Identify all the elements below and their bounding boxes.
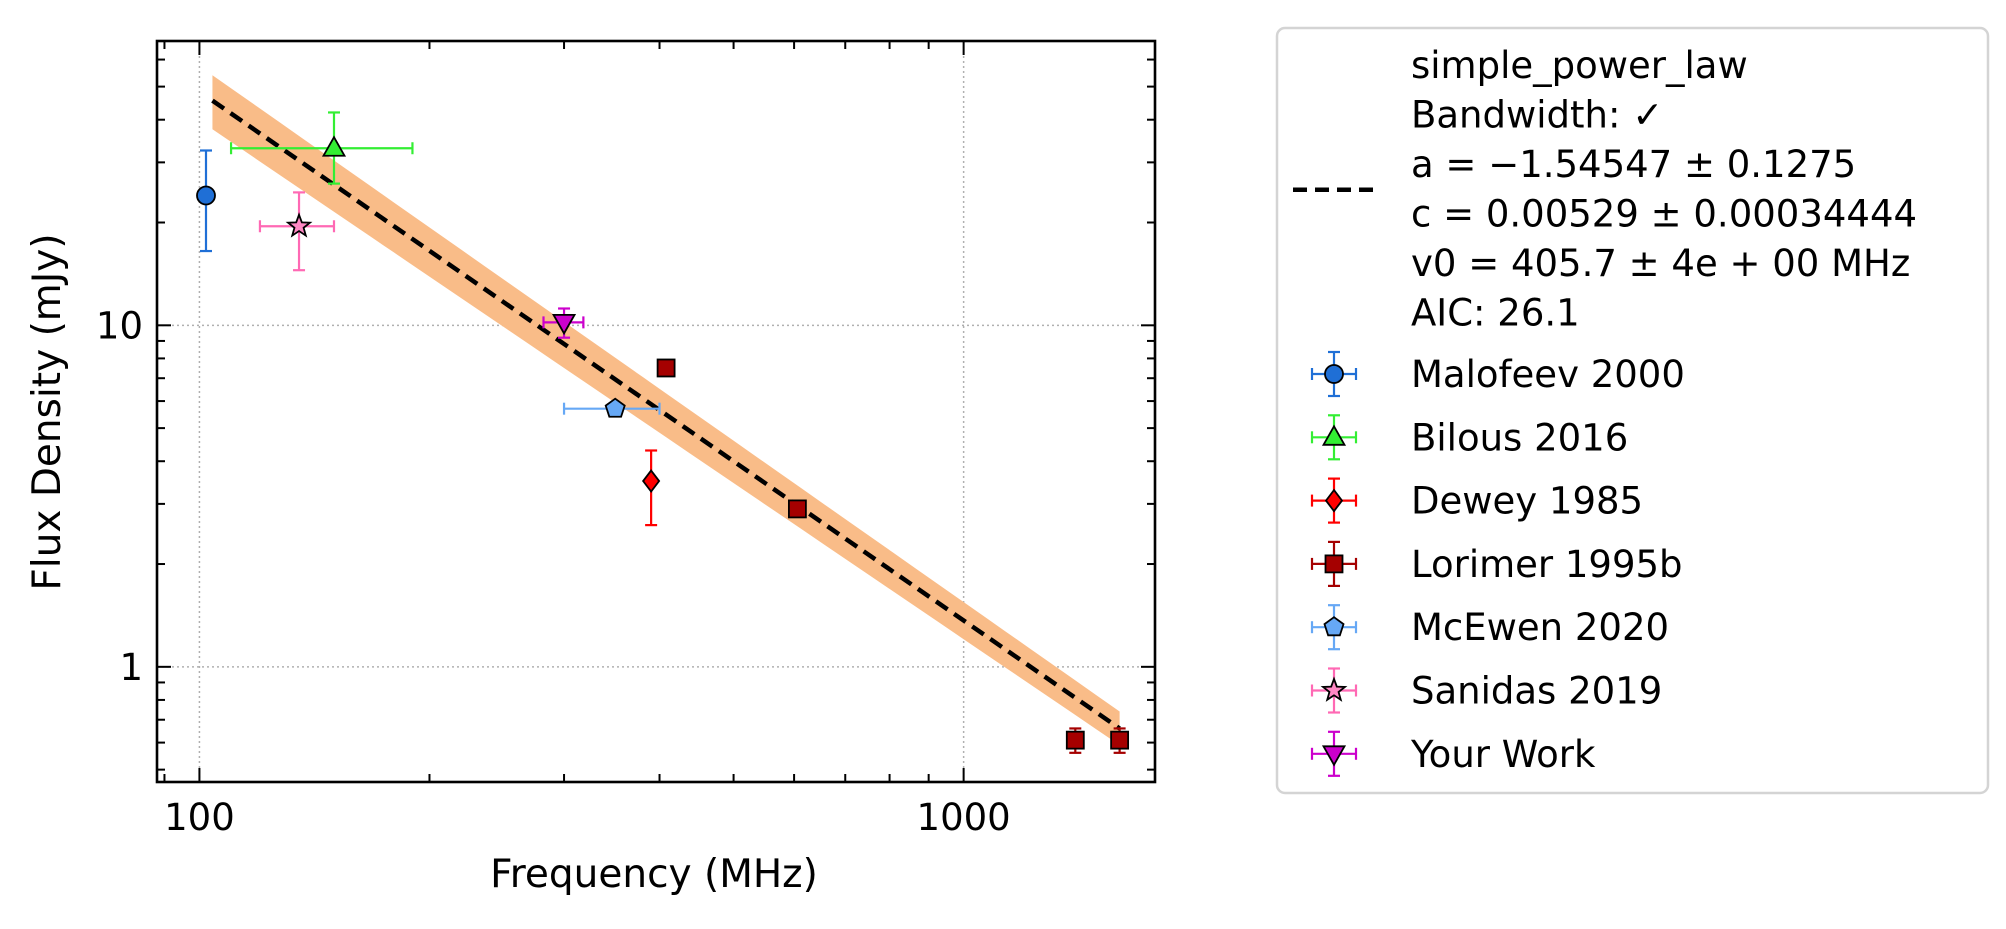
legend-marker — [1321, 424, 1347, 446]
x-tick-label: 1000 — [917, 796, 1011, 839]
legend-entry: Lorimer 1995b — [1310, 540, 1683, 588]
data-point — [321, 135, 347, 157]
legend-label: Lorimer 1995b — [1411, 543, 1683, 586]
fit-line — [211, 98, 1121, 731]
legend-marker — [1324, 364, 1344, 384]
plot-frame — [155, 39, 1157, 784]
series-mcewen-2020 — [562, 397, 661, 418]
legend-fit-label-line: simple_power_law — [1411, 44, 1748, 87]
legend-marker — [1323, 616, 1345, 637]
legend-label: Malofeev 2000 — [1411, 353, 1685, 396]
legend-entry: Dewey 1985 — [1310, 477, 1643, 524]
legend-label: Bilous 2016 — [1411, 416, 1628, 459]
data-point — [196, 185, 216, 206]
y-tick-label: 1 — [119, 646, 143, 689]
data-point — [787, 499, 807, 519]
legend-fit-label-line: v0 = 405.7 ± 4e + 00 MHz — [1411, 242, 1910, 285]
legend-fit-label-line: c = 0.00529 ± 0.00034444 — [1411, 193, 1917, 236]
axes: 100 1000 1 10 — [96, 39, 1157, 839]
data-point — [551, 313, 577, 336]
legend-entry: Your Work — [1310, 730, 1596, 777]
legend-marker — [1324, 554, 1344, 574]
y-axis-title: Flux Density (mJy) — [25, 233, 70, 590]
series-malofeev-2000 — [196, 149, 216, 253]
legend-box — [1275, 26, 1990, 795]
legend-fit-label-line: a = −1.54547 ± 0.1275 — [1411, 143, 1856, 186]
legend-fit-label-line: AIC: 26.1 — [1411, 292, 1580, 335]
x-tick-label: 100 — [164, 796, 235, 839]
plot-area — [157, 41, 1155, 782]
y-tick-label: 10 — [96, 304, 143, 347]
x-axis-title: Frequency (MHz) — [490, 852, 818, 897]
legend-marker — [1321, 745, 1347, 767]
legend-entry: Malofeev 2000 — [1310, 350, 1685, 398]
data-point — [285, 212, 313, 238]
legend-label: Your Work — [1410, 733, 1596, 776]
data-point — [656, 358, 676, 378]
legend-marker — [1324, 488, 1344, 513]
legend: simple_power_law Bandwidth: ✓ a = −1.54547… — [1275, 26, 1990, 795]
series-dewey-1985 — [641, 449, 661, 527]
series-bilous-2016 — [229, 111, 414, 185]
legend-entry: Sanidas 2019 — [1310, 667, 1662, 714]
legend-entry: McEwen 2020 — [1310, 604, 1669, 651]
data-point — [641, 469, 661, 494]
fit-confidence-band — [212, 75, 1120, 746]
series-your-work — [542, 307, 585, 339]
legend-label: Sanidas 2019 — [1411, 670, 1662, 713]
legend-fit-label-line: Bandwidth: ✓ — [1411, 94, 1663, 137]
series-lorimer-1995b — [656, 358, 1130, 754]
legend-marker — [1320, 676, 1348, 702]
data-point — [1110, 730, 1130, 750]
legend-label: McEwen 2020 — [1411, 606, 1669, 649]
legend-entry: Bilous 2016 — [1310, 414, 1628, 461]
data-point — [1065, 730, 1085, 750]
series-sanidas-2019 — [258, 191, 336, 272]
legend-label: Dewey 1985 — [1411, 480, 1643, 523]
data-point — [604, 397, 626, 418]
